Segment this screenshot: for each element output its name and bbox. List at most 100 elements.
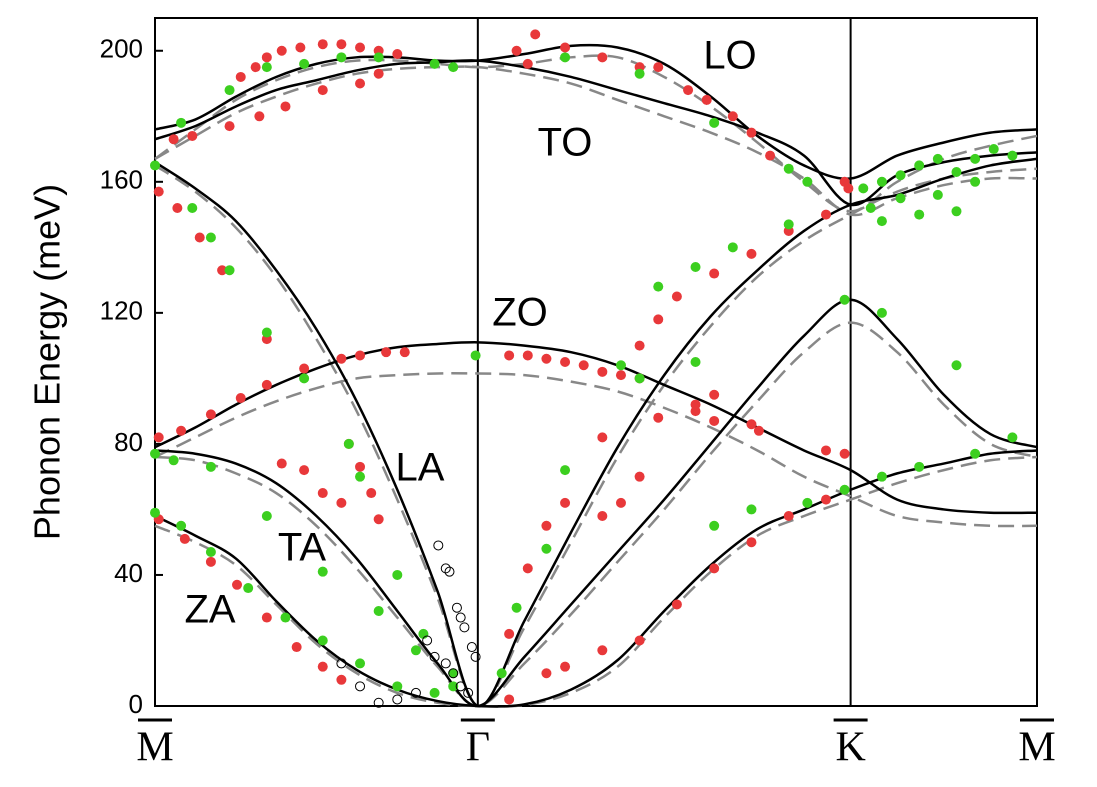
data-point [373, 52, 384, 63]
data-point [470, 350, 481, 361]
data-point [746, 419, 757, 430]
data-point [455, 612, 466, 623]
data-point [746, 504, 757, 515]
data-point [597, 366, 608, 377]
data-point [560, 42, 571, 53]
data-point [970, 448, 981, 459]
data-point [176, 117, 187, 128]
data-point [336, 497, 347, 508]
data-point [366, 488, 377, 499]
theory-dashed-curve [154, 372, 1038, 528]
data-point [317, 85, 328, 96]
data-point [530, 29, 541, 40]
theory-dashed-curve [154, 65, 1038, 217]
data-point [914, 461, 925, 472]
data-point [243, 583, 254, 594]
data-point [634, 373, 645, 384]
data-point [261, 612, 272, 623]
y-tick-label: 40 [114, 558, 143, 588]
data-point [336, 658, 347, 669]
x-tick-label: M [1018, 725, 1055, 771]
data-point [194, 232, 205, 243]
data-point [560, 465, 571, 476]
data-point [701, 94, 712, 105]
data-point [392, 569, 403, 580]
data-point [448, 668, 459, 679]
data-point [392, 681, 403, 692]
data-point [168, 455, 179, 466]
data-point [276, 458, 287, 469]
annotation: TO [538, 121, 593, 165]
annotation: LA [396, 446, 445, 490]
data-point [541, 668, 552, 679]
theory-dashed-curve [154, 54, 1038, 213]
data-point [560, 661, 571, 672]
annotation: TA [278, 526, 326, 570]
data-point [821, 209, 832, 220]
data-point [235, 71, 246, 82]
data-point [932, 153, 943, 164]
data-point [511, 602, 522, 613]
data-point [690, 357, 701, 367]
data-point [970, 176, 981, 187]
data-point [299, 465, 310, 476]
data-point [1007, 150, 1018, 161]
x-tick-label: K [835, 725, 865, 771]
data-point [470, 651, 481, 662]
data-point [765, 150, 776, 161]
data-point [522, 58, 533, 69]
data-point [392, 694, 403, 705]
data-point [291, 642, 302, 653]
data-point [727, 111, 738, 122]
data-point [709, 520, 720, 531]
data-point [504, 628, 515, 639]
data-point [683, 85, 694, 96]
data-point [541, 353, 552, 364]
data-point [317, 488, 328, 499]
data-point [299, 58, 310, 69]
data-point [671, 599, 682, 610]
data-point [634, 635, 645, 646]
data-point [914, 160, 925, 171]
theory-curve [154, 59, 1038, 207]
data-point [433, 540, 444, 551]
data-point [876, 176, 887, 187]
data-point [250, 62, 261, 73]
data-point [205, 232, 216, 243]
data-point [355, 471, 366, 482]
data-point [317, 661, 328, 672]
data-point [276, 45, 287, 56]
data-point [205, 461, 216, 472]
data-point [232, 579, 243, 590]
data-point [355, 350, 366, 361]
data-point [317, 635, 328, 646]
data-point [578, 360, 589, 371]
data-point [187, 203, 198, 214]
y-tick-label: 80 [114, 427, 143, 457]
data-point [373, 68, 384, 79]
data-point [429, 58, 440, 69]
theory-curve [154, 341, 1038, 515]
data-point [895, 193, 906, 204]
data-point [783, 219, 794, 230]
data-point [504, 350, 515, 361]
data-point [932, 189, 943, 200]
data-point [455, 681, 466, 692]
data-point [802, 497, 813, 508]
data-point [463, 687, 474, 698]
data-point [597, 432, 608, 443]
data-point [839, 484, 850, 495]
data-point [392, 49, 403, 60]
data-point [597, 52, 608, 63]
theory-curve [154, 449, 1038, 708]
data-point [150, 160, 160, 171]
data-point [746, 127, 757, 138]
data-point [261, 510, 272, 521]
data-point [709, 563, 720, 574]
data-point [235, 393, 246, 404]
data-point [895, 170, 906, 181]
data-point [440, 658, 451, 669]
y-tick-label: 200 [100, 34, 143, 64]
y-axis-label: Phonon Energy (meV) [27, 184, 68, 540]
